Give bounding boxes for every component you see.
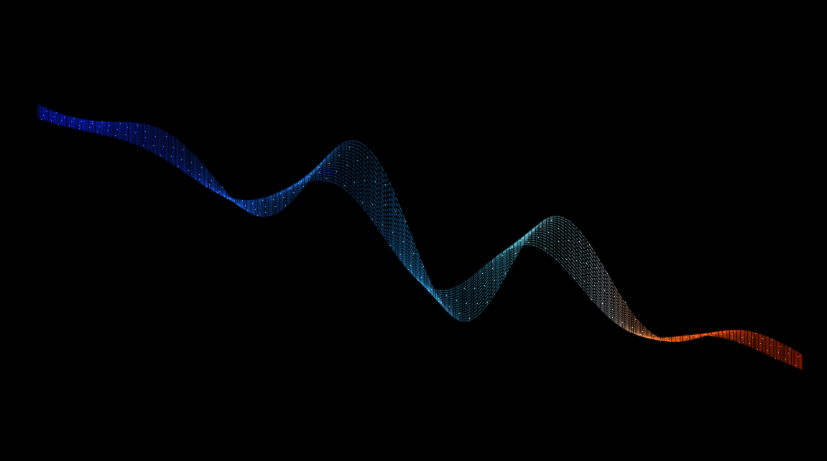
wave-packet-vector-overlay (0, 0, 827, 461)
wave-packet-plot (0, 0, 827, 461)
visualization-stage (0, 0, 827, 461)
